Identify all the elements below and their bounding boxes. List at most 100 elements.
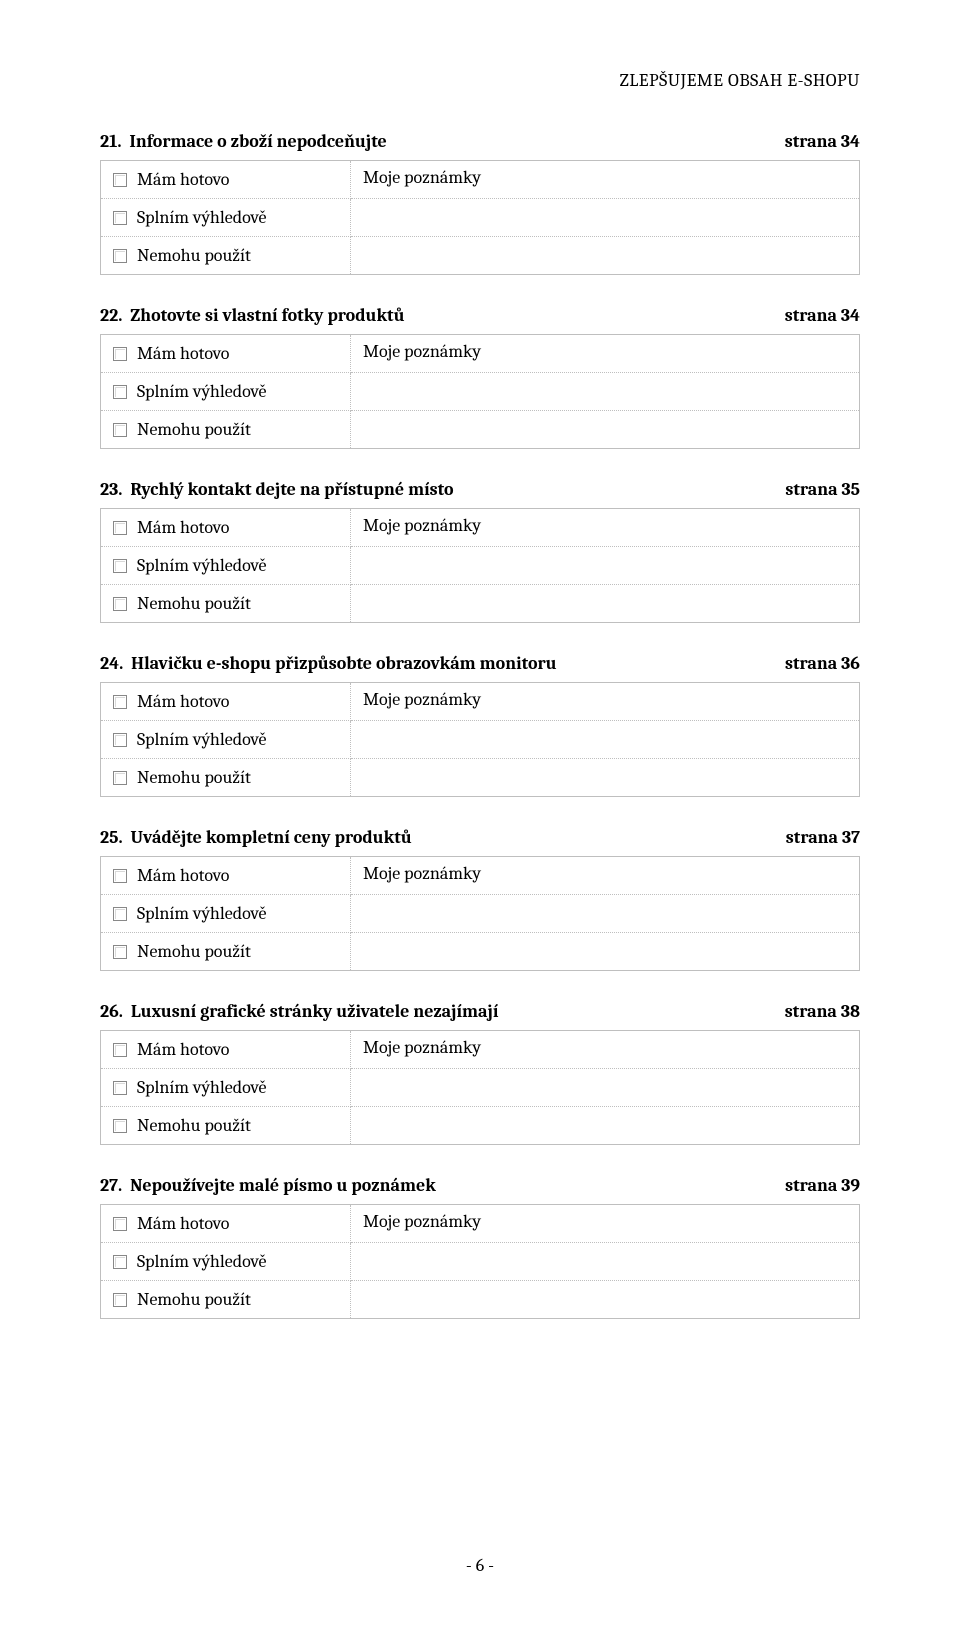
option-cell: Nemohu použít — [101, 759, 351, 796]
option-done[interactable]: Mám hotovo — [113, 515, 340, 540]
block-row: Mám hotovoMoje poznámky — [101, 1205, 859, 1243]
checkbox-icon[interactable] — [113, 1217, 127, 1231]
sections-container: 21. Informace o zboží nepodceňujtestrana… — [100, 131, 860, 1319]
option-cell: Splním výhledově — [101, 1069, 351, 1107]
checkbox-icon[interactable] — [113, 869, 127, 883]
option-cannot[interactable]: Nemohu použít — [113, 243, 340, 268]
checkbox-icon[interactable] — [113, 733, 127, 747]
checkbox-icon[interactable] — [113, 211, 127, 225]
option-future[interactable]: Splním výhledově — [113, 1249, 340, 1274]
option-label: Splním výhledově — [137, 1251, 267, 1272]
notes-cell — [351, 1281, 859, 1318]
notes-cell — [351, 1107, 859, 1144]
checkbox-icon[interactable] — [113, 907, 127, 921]
option-label: Nemohu použít — [137, 941, 251, 962]
block-row: Nemohu použít — [101, 1107, 859, 1144]
option-cell: Splním výhledově — [101, 373, 351, 411]
checkbox-icon[interactable] — [113, 695, 127, 709]
section-title: 24. Hlavičku e-shopu přizpůsobte obrazov… — [100, 653, 557, 674]
checkbox-icon[interactable] — [113, 1293, 127, 1307]
page-reference: strana 39 — [785, 1175, 860, 1196]
checkbox-icon[interactable] — [113, 1255, 127, 1269]
section: 26. Luxusní grafické stránky uživatele n… — [100, 1001, 860, 1145]
checkbox-icon[interactable] — [113, 771, 127, 785]
options-block: Mám hotovo Moje poznámky Splním výhledově N… — [100, 508, 860, 623]
option-cannot[interactable]: Nemohu použít — [113, 1287, 340, 1312]
option-cell: Splním výhledově — [101, 1243, 351, 1281]
checkbox-icon[interactable] — [113, 385, 127, 399]
option-done[interactable]: Mám hotovo — [113, 341, 340, 366]
notes-cell — [351, 721, 859, 759]
option-label: Splním výhledově — [137, 381, 267, 402]
option-cannot[interactable]: Nemohu použít — [113, 939, 340, 964]
checkbox-icon[interactable] — [113, 521, 127, 535]
block-row: Nemohu použít — [101, 759, 859, 796]
option-label: Splním výhledově — [137, 555, 267, 576]
section-title-row: 23. Rychlý kontakt dejte na přístupné mí… — [100, 479, 860, 500]
option-cell: Nemohu použít — [101, 933, 351, 970]
option-cell: Splním výhledově — [101, 895, 351, 933]
option-done[interactable]: Mám hotovo — [113, 1037, 340, 1062]
checkbox-icon[interactable] — [113, 249, 127, 263]
option-cell: Mám hotovo — [101, 335, 351, 373]
block-row: Mám hotovo Moje poznámky — [101, 857, 859, 895]
option-cannot[interactable]: Nemohu použít — [113, 591, 340, 616]
checkbox-icon[interactable] — [113, 423, 127, 437]
notes-cell — [351, 547, 859, 585]
section: 24. Hlavičku e-shopu přizpůsobte obrazov… — [100, 653, 860, 797]
option-label: Mám hotovo — [137, 1039, 229, 1060]
notes-cell: Moje poznámky — [351, 335, 859, 373]
option-label: Mám hotovo — [137, 517, 229, 538]
option-cannot[interactable]: Nemohu použít — [113, 1113, 340, 1138]
section-title: 27. Nepoužívejte malé písmo u poznámek — [100, 1175, 436, 1196]
option-label: Splním výhledově — [137, 903, 267, 924]
option-cell: Mám hotovo — [101, 683, 351, 721]
option-cell: Mám hotovo — [101, 509, 351, 547]
checkbox-icon[interactable] — [113, 1043, 127, 1057]
checkbox-icon[interactable] — [113, 1081, 127, 1095]
option-done[interactable]: Mám hotovo — [113, 1211, 340, 1236]
page-reference: strana 37 — [786, 827, 860, 848]
section-title-row: 27. Nepoužívejte malé písmo u poznámek st… — [100, 1175, 860, 1196]
notes-cell: Moje poznámky — [351, 857, 859, 895]
notes-label: Moje poznámky — [363, 689, 847, 710]
block-row: Mám hotovo Moje poznámky — [101, 335, 859, 373]
checkbox-icon[interactable] — [113, 597, 127, 611]
option-label: Mám hotovo — [137, 1213, 229, 1234]
block-row: Splním výhledově — [101, 1243, 859, 1281]
checkbox-icon[interactable] — [113, 347, 127, 361]
option-future[interactable]: Splním výhledově — [113, 379, 340, 404]
option-label: Splním výhledově — [137, 729, 267, 750]
option-done[interactable]: Mám hotovo — [113, 167, 340, 192]
option-label: Mám hotovo — [137, 343, 229, 364]
option-cannot[interactable]: Nemohu použít — [113, 765, 340, 790]
option-cannot[interactable]: Nemohu použít — [113, 417, 340, 442]
checkbox-icon[interactable] — [113, 945, 127, 959]
section-title: 25. Uvádějte kompletní ceny produktů — [100, 827, 412, 848]
notes-label: Moje poznámky — [363, 515, 847, 536]
option-cell: Nemohu použít — [101, 1281, 351, 1318]
option-cell: Nemohu použít — [101, 585, 351, 622]
notes-cell — [351, 1243, 859, 1281]
option-done[interactable]: Mám hotovo — [113, 689, 340, 714]
page-reference: strana 34 — [785, 305, 860, 326]
notes-cell — [351, 411, 859, 448]
option-future[interactable]: Splním výhledově — [113, 553, 340, 578]
option-future[interactable]: Splním výhledově — [113, 205, 340, 230]
section: 23. Rychlý kontakt dejte na přístupné mí… — [100, 479, 860, 623]
options-block: Mám hotovo Moje poznámky Splním výhledově N… — [100, 856, 860, 971]
option-cell: Splním výhledově — [101, 547, 351, 585]
option-label: Splním výhledově — [137, 1077, 267, 1098]
option-done[interactable]: Mám hotovo — [113, 863, 340, 888]
block-row: Mám hotovo Moje poznámky — [101, 509, 859, 547]
checkbox-icon[interactable] — [113, 559, 127, 573]
notes-cell: Moje poznámky — [351, 161, 859, 199]
option-future[interactable]: Splním výhledově — [113, 901, 340, 926]
option-future[interactable]: Splním výhledově — [113, 727, 340, 752]
block-row: Splním výhledově — [101, 547, 859, 585]
option-future[interactable]: Splním výhledově — [113, 1075, 340, 1100]
checkbox-icon[interactable] — [113, 173, 127, 187]
option-cell: Splním výhledově — [101, 721, 351, 759]
options-block: Mám hotovo Moje poznámky Splním výhledově N… — [100, 682, 860, 797]
checkbox-icon[interactable] — [113, 1119, 127, 1133]
